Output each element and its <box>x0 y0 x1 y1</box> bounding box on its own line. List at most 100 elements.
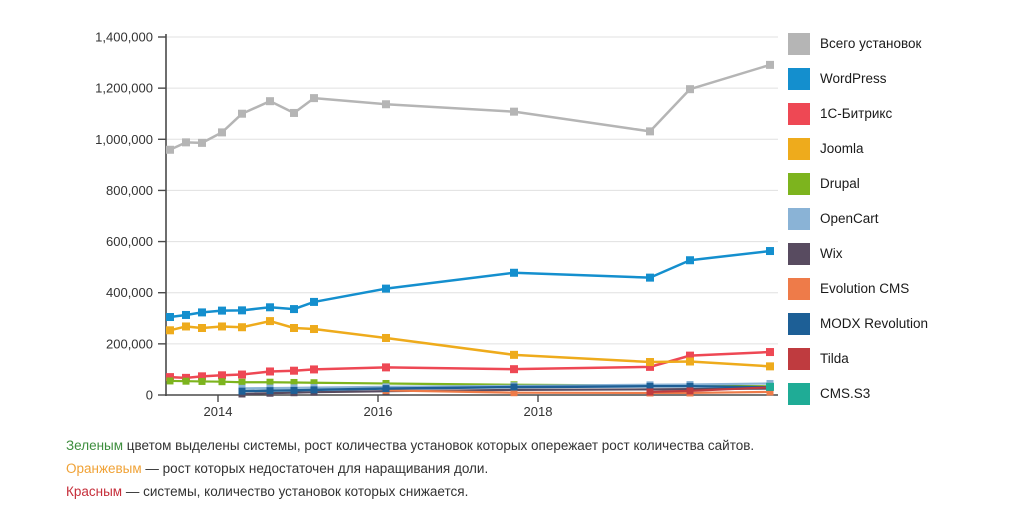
cms-installations-chart: 0 200,000 400,000 600,000 800,000 1,000,000 1,… <box>95 30 778 419</box>
series-drupal-marker <box>198 377 206 385</box>
series-evolution-cms-marker <box>510 389 518 397</box>
series-modx-revolution-marker <box>266 387 274 395</box>
legend-label: Joomla <box>820 141 864 156</box>
series-1c-bitrix-marker <box>166 373 174 382</box>
series-joomla-marker <box>310 325 318 334</box>
legend-swatch-wordpress <box>788 68 810 90</box>
series-total-installs-marker <box>766 60 774 69</box>
series-total-installs-marker <box>266 97 274 106</box>
legend-item-total-installs: Всего установок <box>788 33 1013 68</box>
series-total-installs-marker <box>510 107 518 116</box>
series-drupal-marker <box>290 378 298 386</box>
series-wordpress-marker <box>382 284 390 293</box>
y-tick-label: 1,400,000 <box>95 30 153 45</box>
series-1c-bitrix-marker <box>266 367 274 376</box>
series-joomla-marker <box>510 350 518 359</box>
series-joomla-marker <box>198 324 206 333</box>
series-total-installs-marker <box>166 145 174 154</box>
series-joomla-marker <box>218 322 226 331</box>
y-tick-label: 0 <box>146 388 153 403</box>
note-lead: Оранжевым <box>66 461 142 476</box>
legend-swatch-joomla <box>788 138 810 160</box>
y-tick-label: 1,200,000 <box>95 81 153 96</box>
series-wordpress-marker <box>310 297 318 306</box>
note-text: цветом выделены системы, рост количества… <box>123 438 755 453</box>
series-drupal-marker <box>238 378 246 386</box>
series-total-installs-marker <box>238 109 246 118</box>
series-joomla-marker <box>238 323 246 332</box>
note-line-3: Красным — системы, количество установок … <box>66 480 966 503</box>
legend-swatch-evolution-cms <box>788 278 810 300</box>
legend-item-tilda: Tilda <box>788 348 1013 383</box>
legend-label: Всего установок <box>820 36 922 51</box>
series-modx-revolution-marker <box>686 382 694 390</box>
legend-swatch-drupal <box>788 173 810 195</box>
legend-label: Drupal <box>820 176 860 191</box>
series-modx-revolution-marker <box>310 386 318 394</box>
series-joomla-marker <box>182 322 190 331</box>
series-1c-bitrix-marker <box>198 372 206 381</box>
series-wordpress-marker <box>238 306 246 315</box>
series-wordpress-line <box>168 249 772 319</box>
legend-label: Tilda <box>820 351 849 366</box>
note-text: — рост которых недостаточен для наращива… <box>141 461 489 476</box>
series-total-installs-line <box>168 63 772 152</box>
legend-swatch-total-installs <box>788 33 810 55</box>
series-total-installs-marker <box>686 85 694 94</box>
series-tilda-marker <box>686 387 694 395</box>
legend-item-cms-s3: CMS.S3 <box>788 383 1013 418</box>
series-wordpress-marker <box>198 308 206 317</box>
legend-item-joomla: Joomla <box>788 138 1013 173</box>
series-1c-bitrix-marker <box>310 365 318 374</box>
series-drupal-marker <box>182 377 190 385</box>
y-tick-label: 800,000 <box>106 183 153 198</box>
y-tick-label: 400,000 <box>106 285 153 300</box>
legend-label: Wix <box>820 246 843 261</box>
series-1c-bitrix-marker <box>382 363 390 372</box>
chart-legend: Всего установок WordPress 1С-Битрикс Joomla… <box>788 33 1013 418</box>
legend-label: Evolution CMS <box>820 281 910 296</box>
series-cms-s3-marker <box>766 382 774 391</box>
series-1c-bitrix-marker <box>766 348 774 357</box>
series-1c-bitrix-marker <box>218 371 226 380</box>
series-modx-revolution-marker <box>510 383 518 391</box>
legend-swatch-modx-revolution <box>788 313 810 335</box>
note-line-2: Оранжевым — рост которых недостаточен дл… <box>66 457 966 480</box>
note-text: — системы, количество установок которых … <box>122 484 469 499</box>
series-drupal-marker <box>218 378 226 386</box>
legend-swatch-tilda <box>788 348 810 370</box>
series-wordpress-marker <box>766 247 774 256</box>
note-line-1: Зеленым цветом выделены системы, рост ко… <box>66 434 966 457</box>
series-wordpress-marker <box>266 303 274 312</box>
note-lead: Красным <box>66 484 123 499</box>
series-drupal-marker <box>266 378 274 386</box>
series-joomla-marker <box>166 326 174 335</box>
series-wordpress-marker <box>182 310 190 319</box>
legend-item-1c-bitrix: 1С-Битрикс <box>788 103 1013 138</box>
series-wordpress-marker <box>218 306 226 315</box>
x-tick-label: 2018 <box>524 404 553 419</box>
series-evolution-cms-marker <box>766 388 774 396</box>
series-joomla-marker <box>382 333 390 342</box>
legend-label: 1С-Битрикс <box>820 106 893 121</box>
series-1c-bitrix-marker <box>290 366 298 375</box>
legend-label: OpenCart <box>820 211 879 226</box>
series-total-installs-marker <box>290 108 298 117</box>
legend-item-evolution-cms: Evolution CMS <box>788 278 1013 313</box>
legend-item-modx-revolution: MODX Revolution <box>788 313 1013 348</box>
legend-item-wix: Wix <box>788 243 1013 278</box>
series-drupal-marker <box>166 377 174 385</box>
series-wordpress-marker <box>510 268 518 277</box>
series-total-installs-marker <box>198 138 206 147</box>
series-modx-revolution-marker <box>238 387 246 395</box>
series-modx-revolution-marker <box>290 386 298 394</box>
series-joomla-marker <box>766 362 774 371</box>
series-wordpress-marker <box>166 313 174 322</box>
legend-swatch-opencart <box>788 208 810 230</box>
series-1c-bitrix-marker <box>510 365 518 374</box>
legend-label: MODX Revolution <box>820 316 929 331</box>
series-total-installs-marker <box>310 94 318 103</box>
series-tilda-marker <box>646 388 654 396</box>
legend-swatch-wix <box>788 243 810 265</box>
series-wordpress-marker <box>686 256 694 265</box>
